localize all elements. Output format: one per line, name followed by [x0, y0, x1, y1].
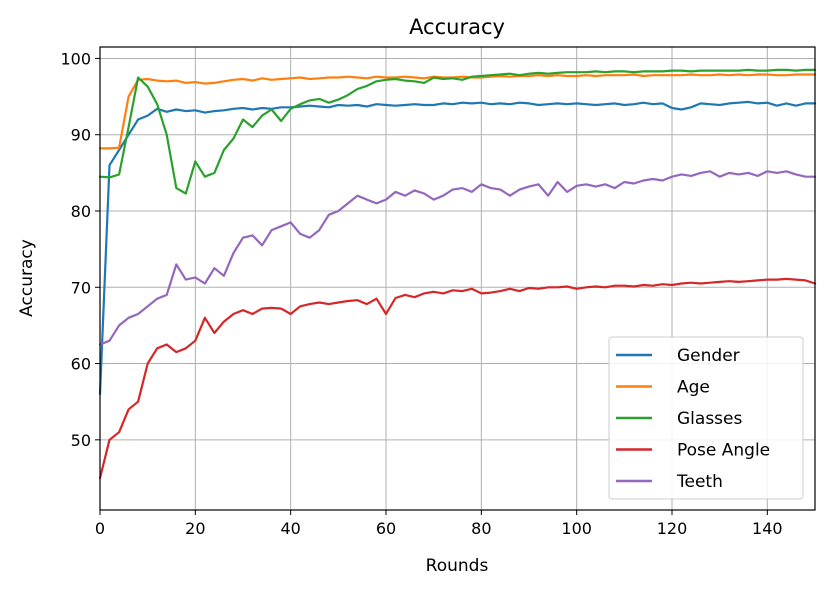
legend-label-glasses: Glasses [677, 409, 742, 429]
x-tick-label: 20 [185, 519, 205, 538]
series-line-gender [98, 100, 817, 396]
legend-label-gender: Gender [677, 346, 740, 366]
x-axis-ticks: 0 20 40 60 80 100 120 140 [95, 510, 783, 538]
legend: Gender Age Glasses Pose Angle Teeth [608, 336, 804, 500]
series-line-teeth [98, 170, 817, 346]
legend-label-age: Age [677, 378, 710, 398]
legend-entries: Gender Age Glasses Pose Angle Teeth [616, 346, 770, 492]
legend-box [608, 336, 804, 500]
x-axis-label: Rounds [426, 556, 489, 576]
x-tick-label: 100 [561, 519, 592, 538]
x-tick-label: 40 [280, 519, 300, 538]
y-tick-label: 60 [71, 355, 91, 374]
x-tick-label: 0 [95, 519, 105, 538]
legend-label-teeth: Teeth [676, 472, 723, 492]
y-axis-ticks: 50 60 70 80 90 100 [60, 49, 100, 450]
y-tick-label: 50 [71, 431, 91, 450]
x-tick-label: 60 [376, 519, 396, 538]
series-line-pose-angle [98, 277, 817, 480]
plot-frame [99, 46, 816, 511]
y-tick-label: 70 [71, 278, 91, 297]
x-tick-label: 140 [752, 519, 783, 538]
series-line-glasses [98, 68, 817, 195]
legend-label-pose-angle: Pose Angle [677, 441, 770, 461]
chart-title: Accuracy [409, 15, 505, 39]
series-line-age [98, 73, 817, 150]
y-tick-label: 90 [71, 126, 91, 145]
series-lines [98, 68, 817, 480]
grid [99, 47, 815, 510]
y-tick-label: 100 [60, 49, 91, 68]
x-tick-label: 80 [471, 519, 491, 538]
x-tick-label: 120 [657, 519, 688, 538]
y-tick-label: 80 [71, 202, 91, 221]
y-axis-label: Accuracy [17, 239, 37, 317]
